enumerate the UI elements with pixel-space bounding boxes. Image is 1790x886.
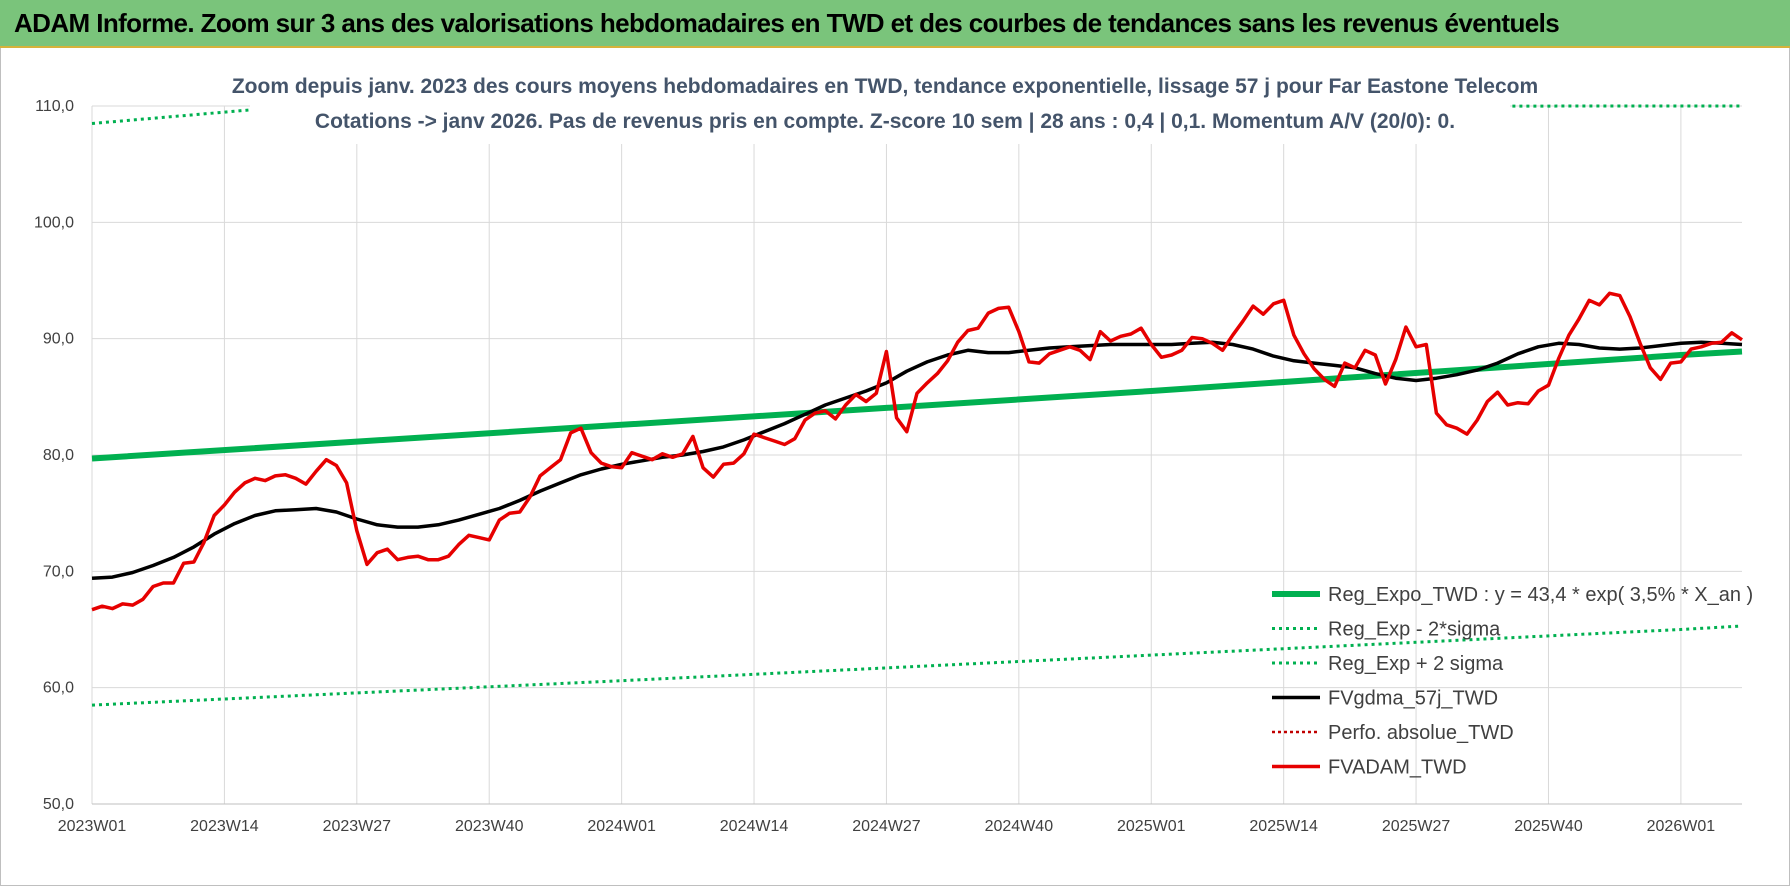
fvadam-line: [91, 291, 1743, 612]
y-tick-label: 70,0: [43, 563, 74, 580]
y-tick-label: 110,0: [35, 98, 74, 115]
x-tick-label: 2023W01: [58, 818, 127, 835]
legend-label: Reg_Exp + 2 sigma: [1328, 653, 1504, 675]
legend-label: FVgdma_57j_TWD: [1328, 688, 1498, 710]
y-tick-label: 60,0: [43, 680, 74, 697]
y-tick-label: 90,0: [43, 331, 74, 348]
axes: 50,0 60,0 70,0 80,0 90,0 100,0 110,0 2023W01 202…: [34, 98, 1742, 835]
x-tick-label: 2025W27: [1382, 818, 1451, 835]
x-tick-label: 2026W01: [1647, 818, 1716, 835]
chart-subtitle-line2: Cotations -> janv 2026. Pas de revenus p…: [315, 110, 1455, 133]
x-tick-label: 2025W14: [1249, 818, 1318, 835]
x-tick-label: 2024W01: [587, 818, 656, 835]
x-tick-label: 2024W14: [720, 818, 789, 835]
reg-exp-minus-2sigma-line: [91, 624, 1743, 707]
legend-label: FVADAM_TWD: [1328, 757, 1467, 779]
y-tick-label: 50,0: [43, 796, 74, 813]
legend: Reg_Expo_TWD : y = 43,4 * exp( 3,5% * X_…: [1272, 584, 1753, 779]
chart-subtitle-line1: Zoom depuis janv. 2023 des cours moyens …: [232, 75, 1538, 98]
x-tick-label: 2023W27: [323, 818, 392, 835]
series-layer: [91, 104, 1743, 707]
x-tick-label: 2025W40: [1514, 818, 1583, 835]
legend-label: Reg_Expo_TWD : y = 43,4 * exp( 3,5% * X_…: [1328, 584, 1753, 606]
legend-label: Reg_Exp - 2*sigma: [1328, 619, 1501, 641]
x-tick-label: 2023W14: [190, 818, 259, 835]
page-title: ADAM Informe. Zoom sur 3 ans des valoris…: [14, 8, 1560, 38]
x-tick-label: 2023W40: [455, 818, 524, 835]
reg-exp-plus-2sigma-line: [91, 104, 1742, 125]
x-tick-label: 2025W01: [1117, 818, 1186, 835]
subtitle-background: [250, 64, 1510, 144]
y-tick-label: 80,0: [43, 447, 74, 464]
fvgdma-57j-line: [91, 340, 1743, 581]
reg-expo-line: [91, 348, 1743, 462]
x-tick-label: 2024W27: [852, 818, 921, 835]
y-tick-label: 100,0: [34, 214, 74, 231]
x-tick-label: 2024W40: [985, 818, 1054, 835]
title-banner: ADAM Informe. Zoom sur 3 ans des valoris…: [0, 0, 1790, 48]
legend-label: Perfo. absolue_TWD: [1328, 722, 1514, 744]
